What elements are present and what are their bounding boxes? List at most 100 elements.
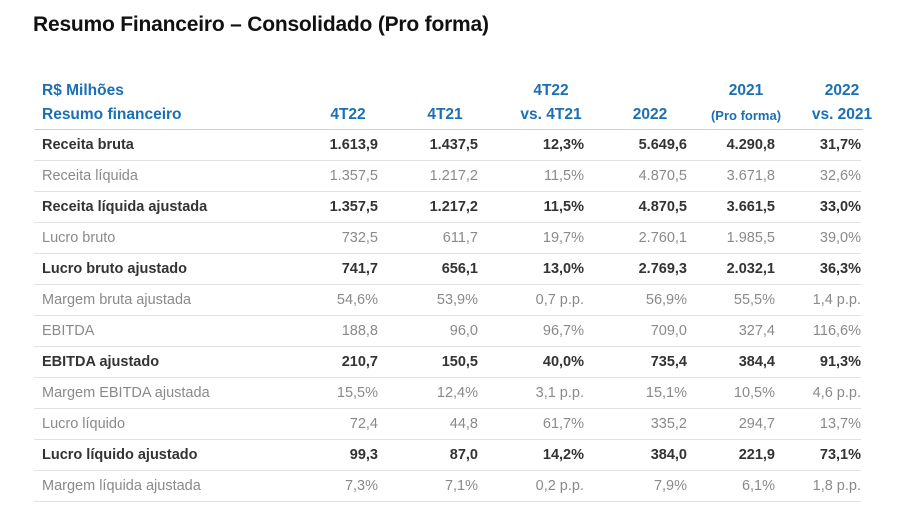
cell-4t21: 150,5 [378,346,478,378]
cell-4t22: 99,3 [290,439,378,471]
row-label: Receita bruta [34,130,290,161]
cell-4t22: 741,7 [290,253,378,285]
cell-4t22: 7,3% [290,470,378,502]
cell-4t21: 53,9% [378,284,478,316]
cell-4t22-vs-4t21: 96,7% [478,315,584,347]
row-label: Lucro líquido ajustado [34,439,290,471]
cell-4t22-vs-4t21: 40,0% [478,346,584,378]
row-label: Margem líquida ajustada [34,470,290,502]
col-header-2022-vs-2021-line1: 2022 [824,82,860,99]
cell-4t21: 96,0 [378,315,478,347]
header-row-label: Resumo financeiro [42,106,182,123]
cell-2021: 2.032,1 [687,253,775,285]
cell-4t22: 188,8 [290,315,378,347]
table-row: Lucro bruto 732,5 611,7 19,7% 2.760,1 1.985,5… [34,222,861,254]
col-header-2021-line1: 2021 [728,82,764,99]
cell-2022: 7,9% [584,470,687,502]
cell-2021: 10,5% [687,377,775,409]
cell-4t22: 54,6% [290,284,378,316]
cell-2022: 735,4 [584,346,687,378]
col-header-4t22-vs-4t21-line2: vs. 4T21 [520,106,582,123]
cell-4t22: 1.357,5 [290,191,378,223]
cell-4t22: 1.613,9 [290,130,378,161]
page-title: Resumo Financeiro – Consolidado (Pro for… [33,13,489,36]
cell-2022-vs-2021: 36,3% [775,253,861,285]
row-label: Receita líquida [34,160,290,192]
cell-2022: 709,0 [584,315,687,347]
cell-2022: 2.769,3 [584,253,687,285]
row-label: Margem bruta ajustada [34,284,290,316]
col-header-2022-vs-2021-line2: vs. 2021 [811,106,873,123]
cell-4t22-vs-4t21: 13,0% [478,253,584,285]
cell-2021: 4.290,8 [687,130,775,161]
cell-2022: 384,0 [584,439,687,471]
cell-4t22-vs-4t21: 12,3% [478,130,584,161]
col-header-2022: 2022 [632,106,668,123]
row-label: EBITDA [34,315,290,347]
table-row: Lucro líquido ajustado 99,3 87,0 14,2% 384,0… [34,439,861,471]
cell-2022-vs-2021: 33,0% [775,191,861,223]
table-row: Margem bruta ajustada 54,6% 53,9% 0,7 p.p. 5… [34,284,861,316]
cell-4t22-vs-4t21: 0,7 p.p. [478,284,584,316]
cell-4t21: 1.437,5 [378,130,478,161]
row-label: EBITDA ajustado [34,346,290,378]
header-unit: R$ Milhões [42,82,124,99]
cell-2021: 3.661,5 [687,191,775,223]
cell-2021: 327,4 [687,315,775,347]
table-row: Lucro líquido 72,4 44,8 61,7% 335,2 294,7 13,7… [34,408,861,440]
cell-2022-vs-2021: 116,6% [775,315,861,347]
row-label: Receita líquida ajustada [34,191,290,223]
cell-4t21: 12,4% [378,377,478,409]
cell-4t22: 72,4 [290,408,378,440]
cell-2022: 4.870,5 [584,160,687,192]
table-row: Margem líquida ajustada 7,3% 7,1% 0,2 p.p. 7… [34,470,861,502]
cell-2022: 4.870,5 [584,191,687,223]
cell-4t21: 611,7 [378,222,478,254]
table-row: Receita líquida 1.357,5 1.217,2 11,5% 4.870,… [34,160,861,192]
cell-4t21: 44,8 [378,408,478,440]
row-label: Margem EBITDA ajustada [34,377,290,409]
cell-4t22: 15,5% [290,377,378,409]
table-row: Receita líquida ajustada 1.357,5 1.217,2 11… [34,191,861,223]
table-row: Receita bruta 1.613,9 1.437,5 12,3% 5.649,6 4… [34,130,861,161]
cell-2022-vs-2021: 39,0% [775,222,861,254]
row-label: Lucro bruto ajustado [34,253,290,285]
row-label: Lucro líquido [34,408,290,440]
cell-2022: 335,2 [584,408,687,440]
cell-2021: 294,7 [687,408,775,440]
cell-4t22: 732,5 [290,222,378,254]
cell-4t21: 1.217,2 [378,160,478,192]
cell-4t21: 1.217,2 [378,191,478,223]
cell-4t22-vs-4t21: 19,7% [478,222,584,254]
cell-2022-vs-2021: 1,8 p.p. [775,470,861,502]
cell-2021: 6,1% [687,470,775,502]
cell-2021: 384,4 [687,346,775,378]
cell-4t22-vs-4t21: 0,2 p.p. [478,470,584,502]
cell-4t21: 656,1 [378,253,478,285]
cell-2022: 5.649,6 [584,130,687,161]
cell-2022-vs-2021: 73,1% [775,439,861,471]
cell-2021: 221,9 [687,439,775,471]
cell-4t22-vs-4t21: 11,5% [478,160,584,192]
header-divider [34,129,863,130]
cell-4t22: 1.357,5 [290,160,378,192]
cell-2021: 3.671,8 [687,160,775,192]
cell-2021: 55,5% [687,284,775,316]
col-header-4t21: 4T21 [427,106,463,123]
cell-2022: 56,9% [584,284,687,316]
col-header-2021-line2: (Pro forma) [710,108,782,123]
cell-2022-vs-2021: 91,3% [775,346,861,378]
cell-2022-vs-2021: 31,7% [775,130,861,161]
table-row: Lucro bruto ajustado 741,7 656,1 13,0% 2.769… [34,253,861,285]
cell-2022-vs-2021: 32,6% [775,160,861,192]
cell-2022: 2.760,1 [584,222,687,254]
cell-2022-vs-2021: 1,4 p.p. [775,284,861,316]
cell-2022-vs-2021: 13,7% [775,408,861,440]
cell-4t22-vs-4t21: 11,5% [478,191,584,223]
cell-2022: 15,1% [584,377,687,409]
cell-2021: 1.985,5 [687,222,775,254]
cell-2022-vs-2021: 4,6 p.p. [775,377,861,409]
cell-4t22-vs-4t21: 14,2% [478,439,584,471]
table-row: EBITDA ajustado 210,7 150,5 40,0% 735,4 384,4… [34,346,861,378]
cell-4t21: 7,1% [378,470,478,502]
